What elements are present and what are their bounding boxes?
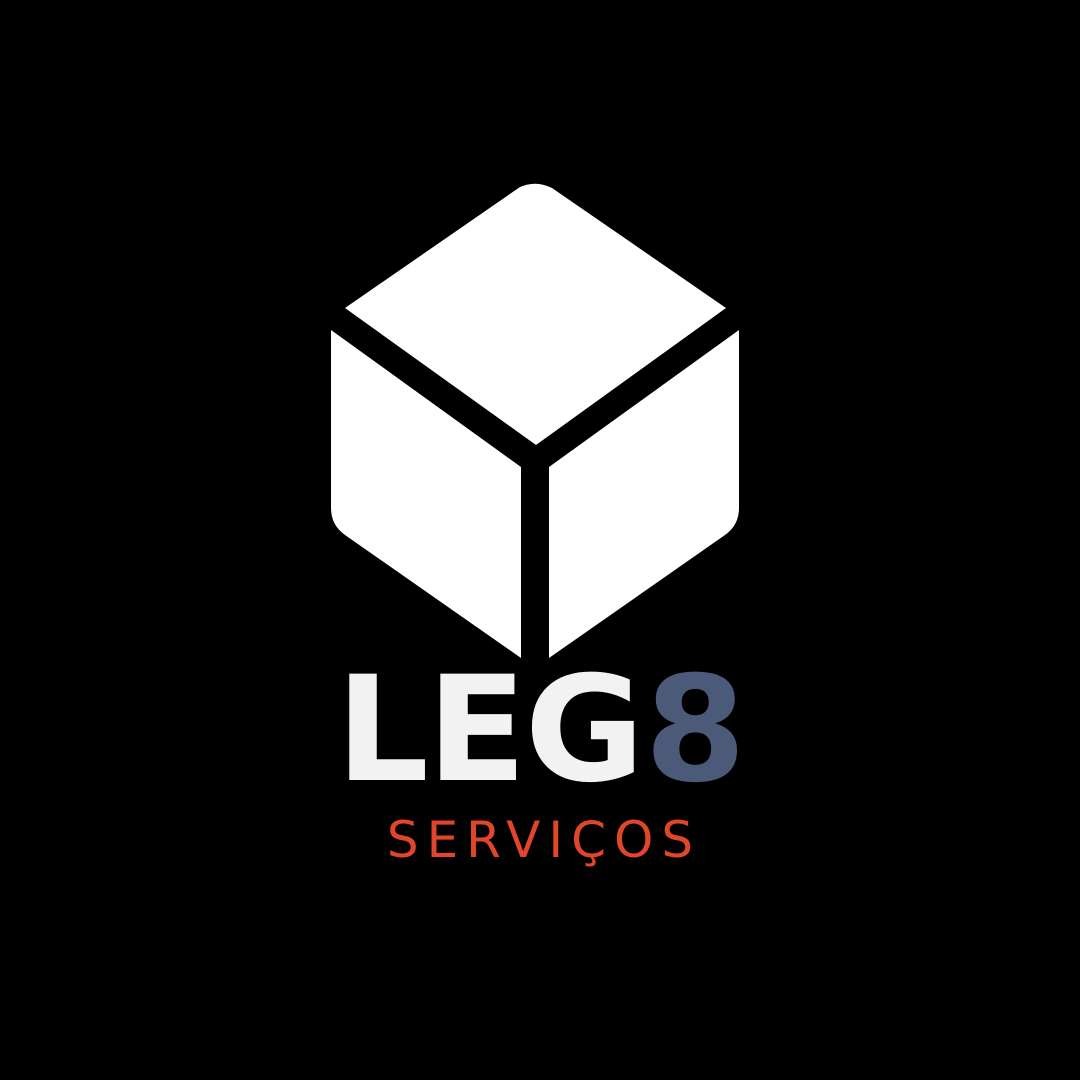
cube-top-face [345,183,726,445]
cube-icon [331,183,739,658]
wordmark-number: 8 [644,645,747,815]
cube-left-face [331,330,521,658]
brand-tagline: SERVIÇOS [386,811,702,869]
wordmark-letters: LEG [335,645,645,815]
brand-wordmark: LEG8 [0,657,1080,803]
cube-right-face [549,330,739,658]
